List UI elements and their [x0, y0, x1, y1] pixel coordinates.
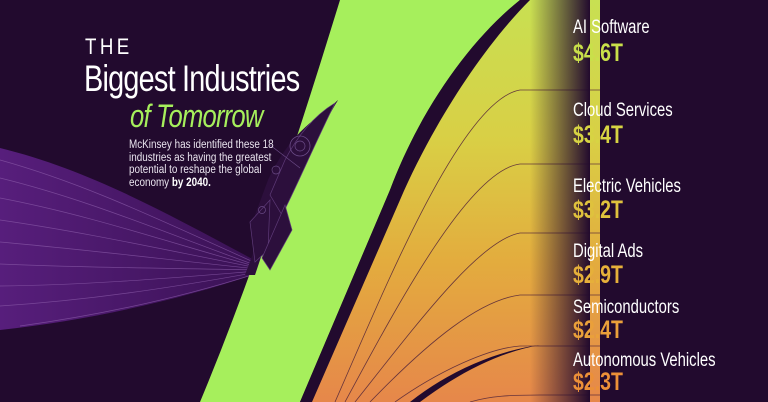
industry-label-semiconductors: Semiconductors	[573, 297, 680, 318]
right-fade	[530, 0, 590, 402]
industry-value-semiconductors: $2.4T	[573, 316, 623, 344]
industry-label-digital-ads: Digital Ads	[573, 241, 644, 262]
description: McKinsey has identified these 18 industr…	[129, 139, 275, 189]
industry-value-ai-software: $4.6T	[573, 39, 623, 67]
industry-label-autonomous-vehicles: Autonomous Vehicles	[573, 350, 716, 371]
title-prefix: THE	[85, 34, 133, 59]
industry-value-digital-ads: $2.9T	[573, 261, 623, 289]
description-emphasis: by 2040.	[171, 176, 211, 189]
green-band	[200, 0, 520, 402]
industry-value-autonomous-vehicles: $2.3T	[573, 368, 623, 396]
industry-label-cloud-services: Cloud Services	[573, 100, 673, 121]
rocket-trail	[0, 148, 262, 330]
page-subtitle: of Tomorrow	[130, 98, 263, 134]
industry-value-cloud-services: $3.4T	[573, 121, 623, 149]
industry-label-electric-vehicles: Electric Vehicles	[573, 176, 681, 197]
industry-value-electric-vehicles: $3.2T	[573, 196, 623, 224]
industry-label-ai-software: AI Software	[573, 17, 650, 38]
rocket-icon	[245, 100, 338, 275]
page-title: Biggest Industries	[84, 58, 300, 99]
description-text: McKinsey has identified these 18 industr…	[129, 139, 274, 189]
